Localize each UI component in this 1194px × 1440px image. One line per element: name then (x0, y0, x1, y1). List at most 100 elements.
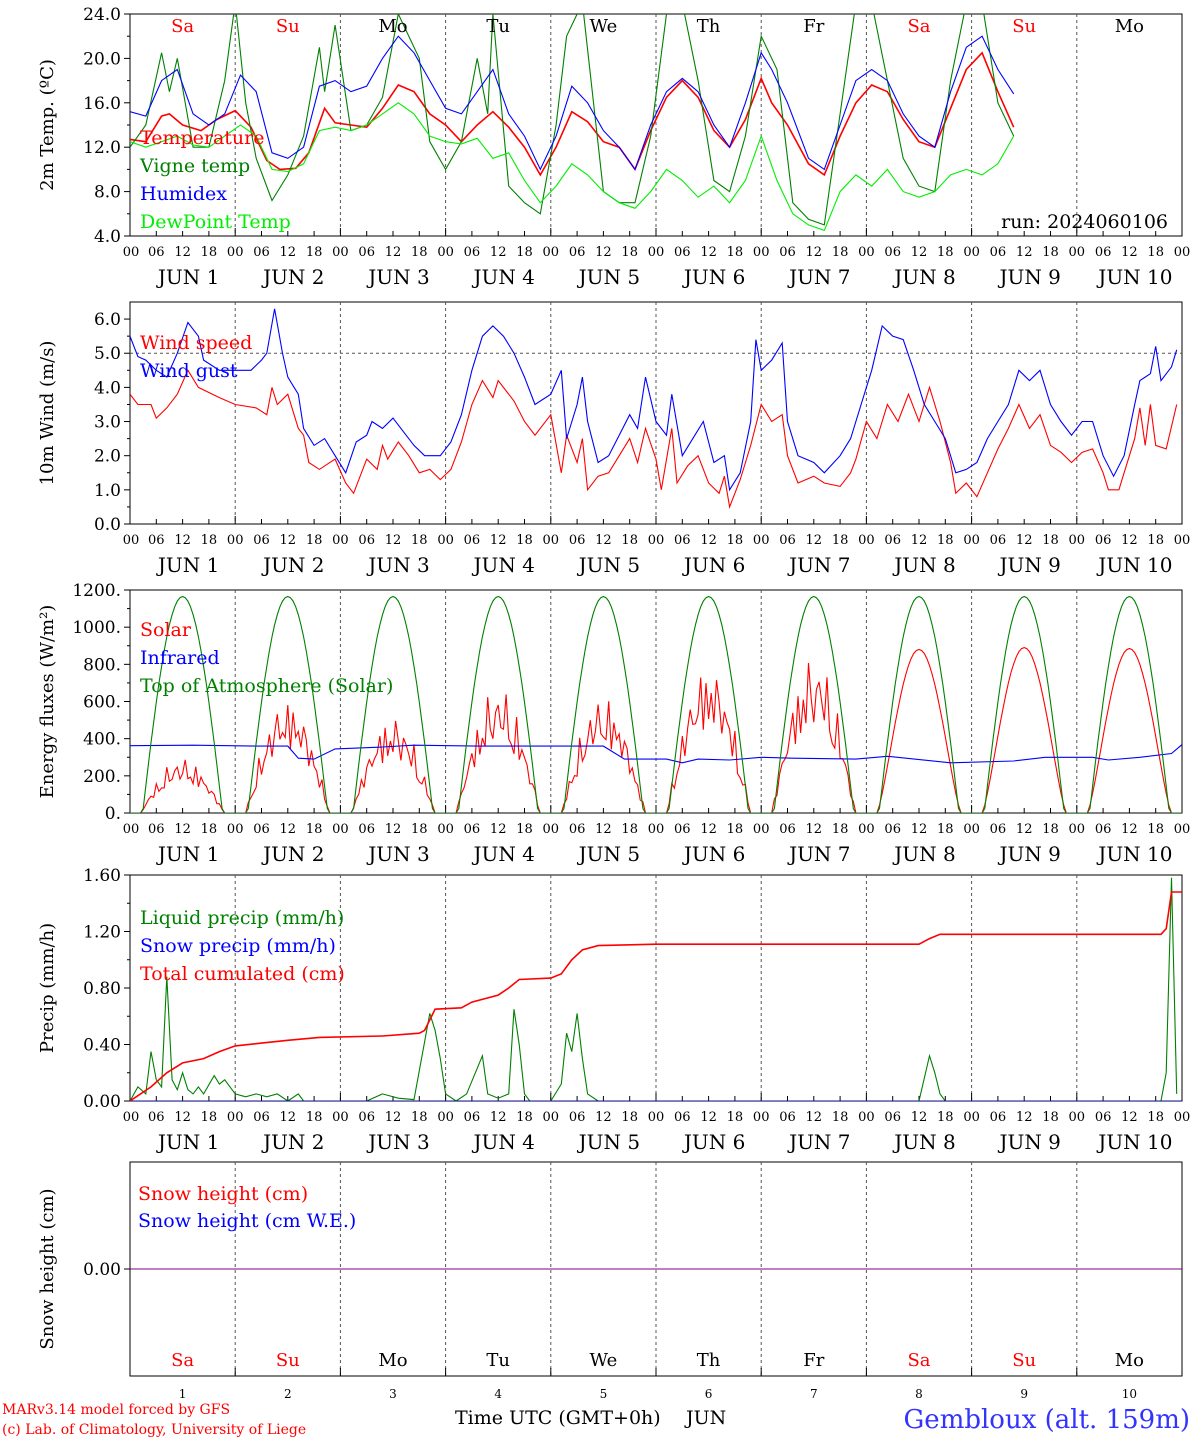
hour-tick-label: 12 (280, 245, 297, 260)
hour-tick-label: 12 (700, 822, 717, 837)
station-name: Gembloux (alt. 159m) (904, 1405, 1190, 1435)
y-axis-label: Energy fluxes (W/m²) (37, 605, 58, 799)
hour-tick-label: 06 (990, 533, 1007, 548)
hour-tick-label: 12 (280, 822, 297, 837)
hour-tick-label: 12 (806, 822, 823, 837)
series-line (130, 51, 1015, 177)
hour-tick-label: 18 (411, 245, 428, 260)
hour-tick-label: 06 (990, 822, 1007, 837)
hour-tick-label: 00 (963, 245, 980, 260)
date-label: JUN 3 (366, 842, 429, 866)
date-label: JUN 9 (997, 1130, 1060, 1154)
date-label: JUN 4 (471, 553, 534, 577)
weekday-label: We (590, 1350, 618, 1371)
series-line (130, 308, 1178, 492)
y-tick-label: 2.0 (94, 447, 121, 467)
date-label: JUN 10 (1096, 842, 1172, 866)
date-label: JUN 9 (997, 553, 1060, 577)
hour-tick-label: 00 (1069, 822, 1086, 837)
hour-tick-label: 00 (753, 1110, 770, 1125)
hour-tick-label: 06 (148, 533, 165, 548)
hour-tick-label: 00 (227, 822, 244, 837)
hour-tick-label: 00 (963, 822, 980, 837)
hour-tick-label: 00 (123, 533, 140, 548)
series-line (130, 647, 1182, 813)
weekday-label: Tu (486, 16, 510, 37)
hour-tick-label: 06 (779, 1110, 796, 1125)
series-line (130, 891, 1182, 1101)
hour-tick-label: 12 (490, 822, 507, 837)
x-axis-month: JUN (684, 1407, 726, 1429)
hour-tick-label: 00 (543, 1110, 560, 1125)
hour-tick-label: 00 (1174, 822, 1191, 837)
legend-entry: Liquid precip (mm/h) (140, 907, 344, 929)
hour-tick-label: 12 (1121, 1110, 1138, 1125)
hour-tick-label: 06 (569, 822, 586, 837)
date-label: JUN 6 (682, 265, 745, 289)
y-tick-label: 600. (83, 693, 121, 713)
run-label: run: 2024060106 (1001, 211, 1168, 233)
hour-tick-label: 00 (858, 533, 875, 548)
y-tick-label: 4.0 (94, 378, 121, 398)
hour-tick-label: 12 (385, 1110, 402, 1125)
y-tick-label: 1.20 (83, 923, 121, 943)
y-axis-label: Precip (mm/h) (37, 923, 58, 1053)
hour-tick-label: 12 (595, 822, 612, 837)
y-tick-label: 12.0 (83, 138, 121, 158)
day-number-label: 7 (810, 1387, 818, 1401)
date-label: JUN 5 (577, 265, 640, 289)
hour-tick-label: 00 (858, 1110, 875, 1125)
date-label: JUN 7 (787, 842, 850, 866)
legend-entry: DewPoint Temp (140, 211, 291, 233)
y-axis-label: 2m Temp. (ºC) (37, 59, 58, 191)
hour-tick-label: 18 (516, 822, 533, 837)
hour-tick-label: 18 (1042, 245, 1059, 260)
weekday-label: Fr (803, 1350, 824, 1371)
hour-tick-label: 18 (1042, 822, 1059, 837)
legend-entry: Snow height (cm W.E.) (138, 1210, 356, 1232)
hour-tick-label: 06 (358, 1110, 375, 1125)
hour-tick-label: 12 (911, 1110, 928, 1125)
weekday-label: Su (1012, 16, 1036, 37)
legend-entry: Top of Atmosphere (Solar) (140, 675, 393, 697)
hour-tick-label: 18 (1042, 533, 1059, 548)
hour-tick-label: 06 (674, 822, 691, 837)
weekday-label: Fr (803, 16, 824, 37)
legend-entry: Snow precip (mm/h) (140, 935, 336, 957)
series-line (130, 102, 1015, 232)
hour-tick-label: 00 (437, 245, 454, 260)
weekday-label: Mo (1115, 1350, 1144, 1371)
date-label: JUN 1 (156, 553, 219, 577)
hour-tick-label: 18 (621, 822, 638, 837)
hour-tick-label: 12 (1121, 822, 1138, 837)
date-label: JUN 10 (1096, 553, 1172, 577)
hour-tick-label: 12 (174, 822, 191, 837)
hour-tick-label: 18 (621, 245, 638, 260)
day-number-label: 1 (179, 1387, 187, 1401)
hour-tick-label: 00 (963, 1110, 980, 1125)
hour-tick-label: 06 (148, 245, 165, 260)
hour-tick-label: 00 (648, 245, 665, 260)
date-label: JUN 10 (1096, 265, 1172, 289)
series-line (130, 14, 1015, 226)
hour-tick-label: 18 (201, 533, 218, 548)
hour-tick-label: 00 (753, 822, 770, 837)
hour-tick-label: 00 (227, 245, 244, 260)
hour-tick-label: 12 (595, 1110, 612, 1125)
hour-tick-label: 18 (201, 822, 218, 837)
hour-tick-label: 00 (1174, 1110, 1191, 1125)
x-axis-label: Time UTC (GMT+0h) (455, 1407, 661, 1429)
hour-tick-label: 12 (1121, 245, 1138, 260)
date-label: JUN 9 (997, 265, 1060, 289)
day-number-label: 3 (389, 1387, 397, 1401)
hour-tick-label: 06 (884, 533, 901, 548)
hour-tick-label: 06 (884, 1110, 901, 1125)
y-tick-label: 8.0 (94, 183, 121, 203)
weekday-label: Mo (378, 16, 407, 37)
hour-tick-label: 06 (779, 245, 796, 260)
hour-tick-label: 06 (1095, 245, 1112, 260)
hour-tick-label: 12 (490, 533, 507, 548)
hour-tick-label: 00 (753, 533, 770, 548)
legend-entry: Snow height (cm) (138, 1183, 308, 1205)
legend-entry: Wind gust (140, 360, 238, 382)
